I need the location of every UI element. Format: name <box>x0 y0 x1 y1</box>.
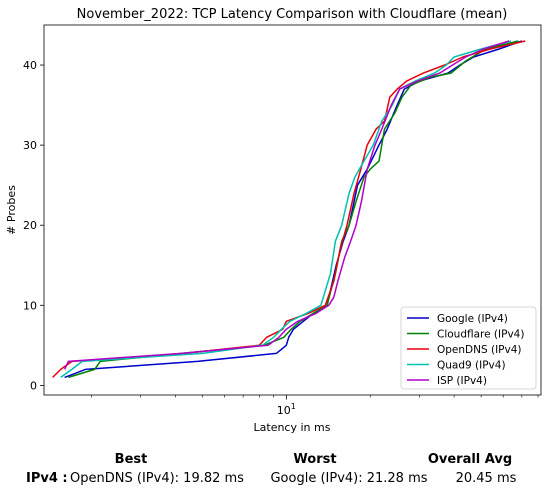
plot-frame <box>43 24 542 396</box>
overall-avg-header: Overall Avg <box>427 452 513 467</box>
legend-box <box>400 306 537 390</box>
y-axis-label: # Probes <box>5 185 18 235</box>
series-line-4 <box>63 40 510 370</box>
x-tick-label: 101 <box>277 402 296 417</box>
x-axis-label: Latency in ms <box>254 421 331 434</box>
legend-label-4: ISP (IPv4) <box>437 375 487 387</box>
legend-label-2: OpenDNS (IPv4) <box>437 344 522 356</box>
y-tick-label: 40 <box>23 59 37 72</box>
best-header: Best <box>114 452 148 467</box>
series-line-3 <box>60 40 512 379</box>
y-tick-label: 10 <box>23 299 37 312</box>
legend-label-3: Quad9 (IPv4) <box>437 360 506 372</box>
y-tick-label: 0 <box>30 379 37 392</box>
worst-value: Google (IPv4): 21.28 ms <box>270 471 428 486</box>
ipv4-row-label: IPv4 : <box>26 471 68 486</box>
legend-label-1: Cloudflare (IPv4) <box>437 329 524 341</box>
y-tick-label: 20 <box>23 219 37 232</box>
chart-title: November_2022: TCP Latency Comparison wi… <box>77 7 508 22</box>
legend-label-0: Google (IPv4) <box>437 313 508 325</box>
worst-header: Worst <box>293 452 337 467</box>
series-line-1 <box>68 40 519 379</box>
best-value: OpenDNS (IPv4): 19.82 ms <box>70 471 244 486</box>
legend: Google (IPv4) Cloudflare (IPv4) OpenDNS (I… <box>400 306 537 390</box>
overall-avg-value: 20.45 ms <box>455 471 517 486</box>
summary-table: Best Worst Overall Avg IPv4 : OpenDNS (I… <box>0 450 548 496</box>
y-tick-label: 30 <box>23 139 37 152</box>
plot-area: 0 10 20 30 40 101 <box>23 24 542 417</box>
latency-chart: November_2022: TCP Latency Comparison wi… <box>5 7 542 434</box>
series-line-2 <box>52 40 526 378</box>
